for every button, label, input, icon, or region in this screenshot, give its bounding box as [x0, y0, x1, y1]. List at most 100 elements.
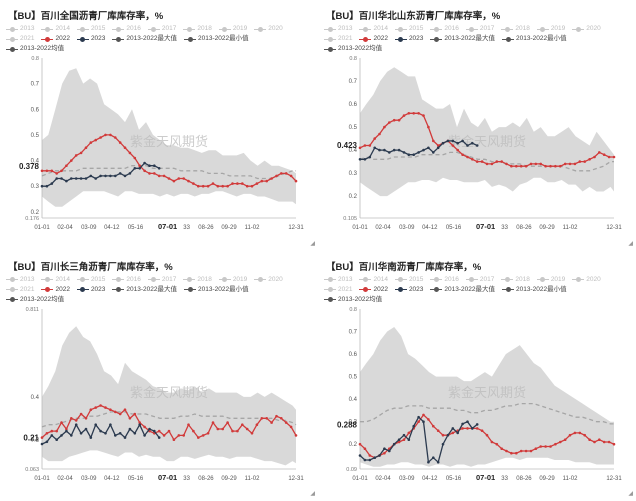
series-2022-point[interactable]: [236, 182, 239, 185]
series-2022-point[interactable]: [612, 155, 616, 159]
legend-item-2020[interactable]: 2020: [254, 24, 283, 34]
series-2022-point[interactable]: [40, 169, 44, 173]
series-2023-point[interactable]: [148, 164, 151, 167]
series-2022-point[interactable]: [480, 160, 484, 163]
series-2022-point[interactable]: [201, 433, 205, 437]
series-2023-point[interactable]: [378, 453, 381, 457]
series-2022-point[interactable]: [519, 449, 523, 452]
series-2022-point[interactable]: [284, 420, 288, 424]
series-2022-point[interactable]: [451, 144, 455, 147]
series-2022-point[interactable]: [231, 429, 234, 432]
series-2022-point[interactable]: [177, 433, 181, 437]
series-2022-point[interactable]: [466, 426, 469, 430]
series-2023-point[interactable]: [402, 433, 406, 436]
series-2022-point[interactable]: [563, 437, 567, 441]
series-2022-point[interactable]: [260, 416, 264, 420]
series-2023-point[interactable]: [45, 184, 49, 188]
series-2023-point[interactable]: [143, 161, 146, 165]
series-2022-point[interactable]: [441, 433, 445, 436]
series-2023-point[interactable]: [466, 144, 469, 147]
series-2022-point[interactable]: [402, 437, 406, 441]
series-2022-point[interactable]: [275, 414, 278, 417]
series-2022-point[interactable]: [123, 407, 127, 411]
series-2023-point[interactable]: [383, 446, 386, 450]
series-2022-point[interactable]: [250, 184, 254, 188]
series-2023-point[interactable]: [388, 151, 391, 154]
series-2023-point[interactable]: [392, 148, 396, 152]
series-2023-point[interactable]: [412, 424, 415, 427]
series-2022-point[interactable]: [510, 164, 513, 168]
series-2023-point[interactable]: [118, 431, 122, 435]
series-2023-point[interactable]: [368, 155, 372, 159]
series-2022-point[interactable]: [265, 416, 269, 420]
series-2023-point[interactable]: [45, 440, 49, 443]
series-2022-point[interactable]: [211, 182, 215, 185]
series-2023-point[interactable]: [456, 431, 459, 434]
series-2022-point[interactable]: [358, 442, 362, 445]
series-2023-point[interactable]: [40, 184, 44, 188]
series-2022-point[interactable]: [114, 410, 117, 413]
series-2022-point[interactable]: [260, 179, 264, 183]
series-2022-point[interactable]: [99, 403, 102, 407]
series-2023-point[interactable]: [55, 177, 58, 180]
legend-item-2016[interactable]: 2016: [112, 24, 141, 34]
series-2022-point[interactable]: [162, 174, 166, 178]
legend-item-2022[interactable]: 2022: [41, 34, 70, 44]
legend-item-2017[interactable]: 2017: [465, 275, 494, 285]
series-2023-point[interactable]: [427, 146, 430, 150]
series-2022-point[interactable]: [417, 419, 420, 423]
legend-item-2015[interactable]: 2015: [394, 24, 423, 34]
series-2022-point[interactable]: [436, 428, 440, 432]
series-2023-point[interactable]: [456, 141, 459, 145]
series-2023-point[interactable]: [451, 426, 455, 430]
legend-item-2020[interactable]: 2020: [254, 275, 283, 285]
legend-item-2021[interactable]: 2021: [6, 285, 34, 295]
legend-item-2016[interactable]: 2016: [430, 24, 459, 34]
series-2023-point[interactable]: [55, 437, 58, 441]
legend-item-2015[interactable]: 2015: [76, 275, 105, 285]
series-2023-point[interactable]: [89, 435, 93, 439]
series-2022-point[interactable]: [519, 164, 523, 168]
series-2022-point[interactable]: [451, 431, 455, 434]
series-2022-point[interactable]: [505, 449, 508, 452]
series-2022-point[interactable]: [123, 146, 127, 149]
series-2023-point[interactable]: [118, 172, 122, 175]
series-2022-point[interactable]: [500, 446, 503, 450]
series-2022-point[interactable]: [363, 446, 367, 450]
series-2023-point[interactable]: [153, 429, 156, 432]
series-2022-point[interactable]: [417, 112, 420, 115]
series-2022-point[interactable]: [167, 429, 171, 432]
series-2022-point[interactable]: [422, 114, 425, 117]
series-2022-point[interactable]: [65, 164, 68, 167]
legend-item-avg[interactable]: 2013-2022均值: [6, 44, 64, 54]
series-2022-point[interactable]: [45, 169, 49, 173]
series-2023-point[interactable]: [451, 139, 455, 143]
series-2022-point[interactable]: [397, 440, 401, 443]
resize-handle-icon[interactable]: ◢: [628, 240, 633, 247]
series-2022-point[interactable]: [524, 164, 528, 168]
legend-item-2017[interactable]: 2017: [147, 24, 176, 34]
series-2023-point[interactable]: [441, 442, 445, 445]
series-2023-point[interactable]: [407, 153, 411, 156]
series-2022-point[interactable]: [89, 407, 93, 411]
series-2022-point[interactable]: [524, 449, 528, 452]
legend-item-2023[interactable]: 2023: [394, 285, 423, 295]
series-2022-point[interactable]: [157, 174, 161, 178]
series-2022-point[interactable]: [197, 435, 200, 439]
series-2022-point[interactable]: [461, 153, 464, 156]
series-2022-point[interactable]: [563, 162, 567, 166]
legend-item-2016[interactable]: 2016: [112, 275, 141, 285]
series-2023-point[interactable]: [79, 177, 83, 180]
series-2023-point[interactable]: [70, 177, 73, 180]
legend-item-2018[interactable]: 2018: [501, 24, 530, 34]
series-2023-point[interactable]: [123, 435, 127, 439]
series-2022-point[interactable]: [573, 162, 577, 166]
series-2022-point[interactable]: [138, 420, 141, 424]
series-2022-point[interactable]: [427, 417, 430, 421]
series-2022-point[interactable]: [50, 429, 54, 432]
series-2022-point[interactable]: [65, 427, 68, 430]
series-2023-point[interactable]: [397, 437, 401, 441]
series-2022-point[interactable]: [412, 112, 415, 115]
series-2022-point[interactable]: [79, 412, 83, 415]
series-2022-point[interactable]: [99, 136, 102, 139]
